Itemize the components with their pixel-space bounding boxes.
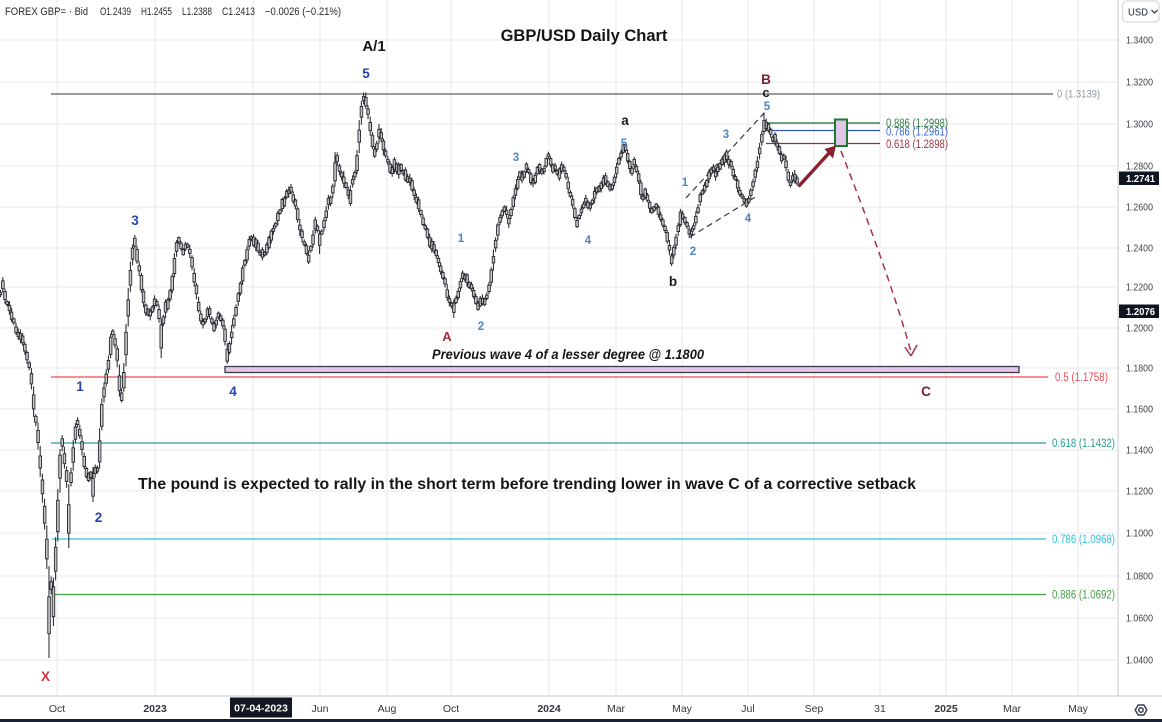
svg-text:1.1600: 1.1600 [1126,405,1153,416]
svg-text:2025: 2025 [934,703,958,715]
svg-text:0.618 (1.1432): 0.618 (1.1432) [1052,438,1115,450]
svg-text:2: 2 [690,246,696,258]
svg-text:1.0800: 1.0800 [1126,572,1153,583]
svg-text:2: 2 [95,510,103,525]
svg-text:C: C [921,384,931,399]
svg-text:Aug: Aug [378,703,397,715]
svg-text:1.0600: 1.0600 [1126,614,1153,625]
svg-text:Mar: Mar [1003,703,1022,715]
svg-text:0 (1.3139): 0 (1.3139) [1057,89,1100,101]
svg-text:Previous wave 4 of a lesser de: Previous wave 4 of a lesser degree @ 1.1… [432,347,704,362]
svg-text:c: c [762,85,769,100]
svg-text:1.2741: 1.2741 [1126,174,1155,185]
svg-text:2023: 2023 [143,703,167,715]
svg-text:X: X [41,669,50,684]
svg-text:USD: USD [1128,8,1148,19]
svg-text:1.1200: 1.1200 [1126,487,1153,498]
svg-text:1.2800: 1.2800 [1126,162,1153,173]
svg-text:C1.2413: C1.2413 [222,6,255,18]
svg-text:O1.2439: O1.2439 [100,6,131,18]
svg-text:May: May [1068,703,1089,715]
svg-text:0.618 (1.2898): 0.618 (1.2898) [886,139,948,151]
svg-text:Oct: Oct [443,703,459,715]
svg-text:0.5 (1.1758): 0.5 (1.1758) [1055,372,1108,384]
svg-text:1.2600: 1.2600 [1126,203,1153,214]
svg-text:1: 1 [76,379,84,394]
svg-text:31: 31 [874,703,886,715]
svg-text:A: A [442,329,452,344]
svg-text:0.786 (1.0968): 0.786 (1.0968) [1052,534,1115,546]
svg-text:1.3000: 1.3000 [1126,120,1153,131]
svg-text:1.2200: 1.2200 [1126,283,1153,294]
svg-text:B: B [761,72,771,87]
svg-text:May: May [672,703,693,715]
svg-text:FOREX GBP=: FOREX GBP= [5,6,66,18]
svg-text:Mar: Mar [607,703,626,715]
svg-text:4: 4 [585,235,592,247]
svg-text:0.786 (1.2961): 0.786 (1.2961) [886,127,948,139]
svg-text:1.3200: 1.3200 [1126,78,1153,89]
svg-text:b: b [669,274,677,289]
svg-text:1: 1 [458,233,465,245]
svg-text:1.1000: 1.1000 [1126,529,1153,540]
svg-text:H1.2455: H1.2455 [141,6,172,18]
svg-text:4: 4 [745,213,752,225]
svg-text:−0.0026 (−0.21%): −0.0026 (−0.21%) [265,6,341,18]
svg-text:0.886 (1.2998): 0.886 (1.2998) [886,118,948,130]
svg-text:Oct: Oct [49,703,65,715]
svg-text:0.886 (1.0692): 0.886 (1.0692) [1052,590,1115,602]
svg-text:3: 3 [131,213,139,228]
svg-text:1: 1 [682,177,689,189]
svg-text:L1.2388: L1.2388 [182,6,212,18]
svg-text:1.0400: 1.0400 [1126,656,1153,667]
svg-text:1.1400: 1.1400 [1126,446,1153,457]
svg-text:1.3400: 1.3400 [1126,36,1153,47]
svg-text:· Bid: · Bid [69,6,88,18]
svg-text:5: 5 [621,138,628,150]
svg-text:a: a [621,113,629,128]
svg-text:Sep: Sep [805,703,824,715]
svg-text:1.2400: 1.2400 [1126,244,1153,255]
svg-text:3: 3 [723,129,729,141]
svg-text:5: 5 [362,66,370,81]
svg-text:2: 2 [478,321,484,333]
svg-text:1.2000: 1.2000 [1126,324,1153,335]
svg-text:1.2076: 1.2076 [1126,307,1155,318]
svg-text:Jul: Jul [741,703,754,715]
svg-text:GBP/USD Daily Chart: GBP/USD Daily Chart [501,27,668,45]
svg-text:A/1: A/1 [362,38,385,55]
svg-text:2024: 2024 [537,703,561,715]
svg-text:07-04-2023: 07-04-2023 [234,703,288,715]
svg-text:The pound is expected to rally: The pound is expected to rally in the sh… [138,476,916,493]
svg-text:3: 3 [513,152,519,164]
svg-text:Jun: Jun [312,703,329,715]
svg-text:5: 5 [764,101,771,113]
svg-text:1.1800: 1.1800 [1126,364,1153,375]
svg-text:4: 4 [229,384,237,399]
